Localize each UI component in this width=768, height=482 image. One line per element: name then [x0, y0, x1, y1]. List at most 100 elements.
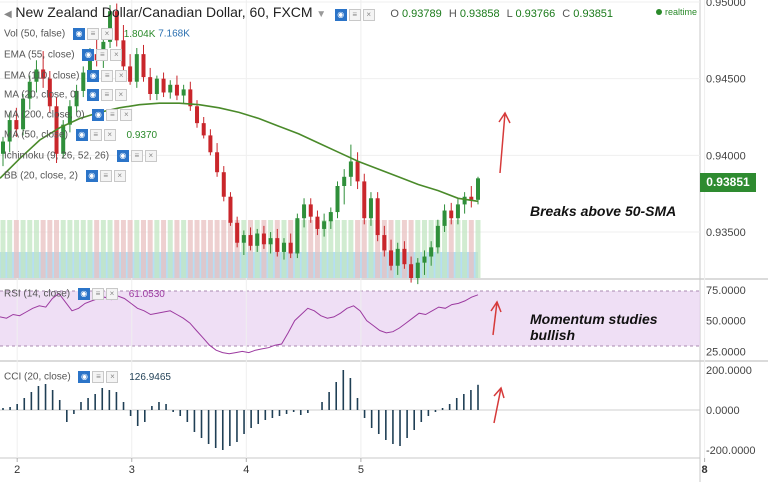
study-ma20[interactable]: MA (20, close, 0) ◉ ≡ ×: [4, 89, 129, 101]
eye-icon[interactable]: ◉: [92, 109, 105, 121]
volume-bar: [321, 220, 327, 278]
time-tick-label: 5: [358, 464, 364, 476]
eye-icon[interactable]: ◉: [75, 129, 88, 141]
close-icon[interactable]: ×: [106, 371, 119, 383]
candle-body: [455, 204, 460, 219]
eye-icon[interactable]: ◉: [82, 49, 95, 61]
study-ma50[interactable]: MA (50, close) ◉ ≡ × 0.9370: [4, 129, 157, 141]
study-ema55[interactable]: EMA (55, close) ◉ ≡ ×: [4, 49, 124, 61]
settings-icon[interactable]: ≡: [99, 170, 112, 182]
dropdown-icon[interactable]: ▼: [316, 9, 327, 20]
price-tick-label: 0.94000: [706, 150, 746, 162]
cci-layer: [2, 370, 479, 450]
rsi-line: [0, 292, 479, 355]
low-key: L: [506, 8, 513, 20]
cci-tick-label: 200.0000: [706, 365, 752, 377]
close-icon[interactable]: ×: [362, 8, 375, 21]
candle-body: [295, 218, 300, 254]
settings-icon[interactable]: ≡: [92, 371, 105, 383]
close-icon[interactable]: ×: [144, 150, 157, 162]
time-tick-label: 8: [702, 464, 708, 476]
volume-bar: [120, 220, 126, 278]
current-price-badge: 0.93851: [700, 173, 756, 192]
close-icon[interactable]: ×: [114, 89, 127, 101]
volume-bar: [448, 220, 454, 278]
arrow-up-icon: [490, 300, 502, 336]
settings-icon[interactable]: ≡: [91, 288, 104, 300]
sma50-line: [0, 102, 479, 203]
cci-tick-label: 0.0000: [706, 405, 740, 417]
candle-body: [268, 238, 273, 245]
eye-icon[interactable]: ◉: [334, 8, 347, 21]
candle-body: [335, 186, 340, 213]
close-icon[interactable]: ×: [113, 170, 126, 182]
candle-body: [315, 216, 320, 229]
candle-body: [34, 69, 39, 82]
settings-icon[interactable]: ≡: [86, 28, 99, 40]
candle-body: [7, 120, 12, 142]
close-icon[interactable]: ×: [115, 70, 128, 82]
settings-icon[interactable]: ≡: [130, 150, 143, 162]
candle-body: [302, 204, 307, 219]
candle-body: [442, 210, 447, 226]
volume-bar: [207, 220, 213, 278]
settings-icon[interactable]: ≡: [106, 109, 119, 121]
study-bb[interactable]: BB (20, close, 2) ◉ ≡ ×: [4, 170, 128, 182]
study-vol[interactable]: Vol (50, false) ◉ ≡ × 1.804K 7.168K: [4, 28, 190, 40]
settings-icon[interactable]: ≡: [96, 49, 109, 61]
settings-icon[interactable]: ≡: [101, 70, 114, 82]
settings-icon[interactable]: ≡: [100, 89, 113, 101]
eye-icon[interactable]: ◉: [116, 150, 129, 162]
low-value: 0.93766: [515, 8, 556, 20]
close-icon[interactable]: ×: [105, 288, 118, 300]
study-ichimoku-label: Ichimoku (9, 26, 52, 26): [4, 150, 110, 162]
candle-body: [67, 106, 72, 125]
study-ichimoku[interactable]: Ichimoku (9, 26, 52, 26) ◉ ≡ ×: [4, 150, 159, 162]
volume-bar: [47, 220, 53, 278]
candle-body: [61, 124, 66, 154]
volume-bar: [221, 220, 227, 278]
settings-icon[interactable]: ≡: [89, 129, 102, 141]
price-tick-label: 0.94500: [706, 74, 746, 86]
sma-layer: [0, 102, 479, 203]
volume-bar: [33, 220, 39, 278]
close-icon[interactable]: ×: [100, 28, 113, 40]
volume-bar: [462, 220, 468, 278]
close-icon[interactable]: ×: [103, 129, 116, 141]
candle-body: [168, 84, 173, 93]
study-rsi[interactable]: RSI (14, close) ◉ ≡ × 61.0530: [4, 288, 165, 300]
study-cci[interactable]: CCI (20, close) ◉ ≡ × 126.9465: [4, 371, 171, 383]
close-icon[interactable]: ×: [120, 109, 133, 121]
volume-bar: [134, 220, 140, 278]
volume-bar: [147, 220, 153, 278]
candle-body: [382, 235, 387, 251]
volume-bar: [154, 220, 160, 278]
eye-icon[interactable]: ◉: [72, 28, 85, 40]
candle-body: [462, 196, 467, 205]
close-icon[interactable]: ×: [110, 49, 123, 61]
study-ma200[interactable]: MA (200, close, 0) ◉ ≡ ×: [4, 109, 134, 121]
candle-body: [41, 69, 46, 79]
eye-icon[interactable]: ◉: [78, 371, 91, 383]
volume-bar: [301, 220, 307, 278]
volume-bar: [74, 220, 80, 278]
eye-icon[interactable]: ◉: [86, 89, 99, 101]
settings-icon[interactable]: ≡: [348, 8, 361, 21]
study-ema110[interactable]: EMA (110, close) ◉ ≡ ×: [4, 70, 129, 82]
volume-bar: [167, 220, 173, 278]
candle-body: [128, 66, 133, 82]
volume-bar: [187, 220, 193, 278]
eye-icon[interactable]: ◉: [87, 70, 100, 82]
volume-bar: [341, 220, 347, 278]
volume-bar: [114, 220, 120, 278]
volume-bar: [328, 220, 334, 278]
eye-icon[interactable]: ◉: [77, 288, 90, 300]
candle-body: [27, 81, 32, 99]
eye-icon[interactable]: ◉: [85, 170, 98, 182]
symbol-title[interactable]: New Zealand Dollar/Canadian Dollar, 60, …: [15, 4, 313, 20]
open-key: O: [390, 8, 399, 20]
candle-body: [342, 176, 347, 186]
chevron-down-icon[interactable]: ◀: [4, 9, 12, 20]
volume-layer: [0, 220, 481, 278]
